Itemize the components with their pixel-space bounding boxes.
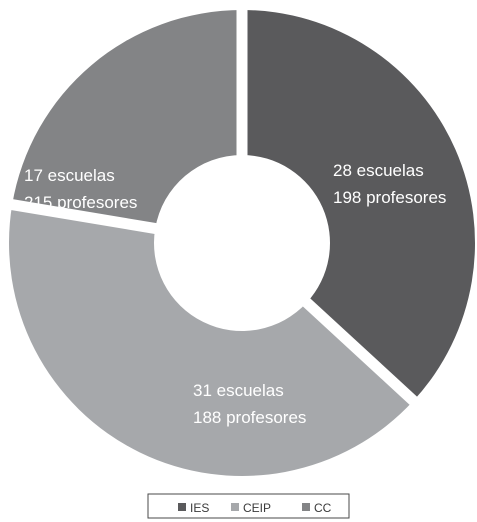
slice-separator-2 [301, 297, 419, 407]
slice-label-cc-line2: 215 profesores [24, 193, 137, 212]
slice-label-ies: 28 escuelas 198 profesores [333, 161, 446, 207]
slice-ies [242, 10, 475, 401]
slice-label-ies-line2: 198 profesores [333, 188, 446, 207]
slice-label-ceip: 31 escuelas 188 profesores [193, 381, 306, 427]
legend: IES CEIP CC [147, 493, 350, 519]
donut-slices [9, 8, 475, 476]
svg-text:215 profesores: 215 profesores [24, 193, 137, 212]
svg-text:28 escuelas: 28 escuelas [333, 161, 424, 180]
legend-label-ceip: CEIP [243, 501, 271, 515]
legend-label-cc: CC [314, 501, 332, 515]
legend-swatch-ceip [231, 503, 239, 511]
svg-text:31 escuelas: 31 escuelas [193, 381, 284, 400]
svg-text:IES: IES [190, 501, 209, 515]
slice-label-ceip-line2: 188 profesores [193, 408, 306, 427]
svg-text:CC: CC [314, 501, 332, 515]
slice-separator-3 [9, 198, 159, 235]
slice-label-ies-line1: 28 escuelas [333, 161, 424, 180]
legend-label-ies: IES [190, 501, 209, 515]
slice-label-cc: 17 escuelas 215 profesores [24, 166, 137, 212]
slice-cc [12, 10, 243, 229]
svg-text:198 profesores: 198 profesores [333, 188, 446, 207]
svg-text:188 profesores: 188 profesores [193, 408, 306, 427]
legend-swatch-cc [302, 503, 310, 511]
slice-ceip [9, 204, 414, 476]
svg-text:17 escuelas: 17 escuelas [24, 166, 115, 185]
legend-swatch-ies [178, 503, 186, 511]
svg-text:CEIP: CEIP [243, 501, 271, 515]
slice-label-cc-line1: 17 escuelas [24, 166, 115, 185]
slice-label-ceip-line1: 31 escuelas [193, 381, 284, 400]
